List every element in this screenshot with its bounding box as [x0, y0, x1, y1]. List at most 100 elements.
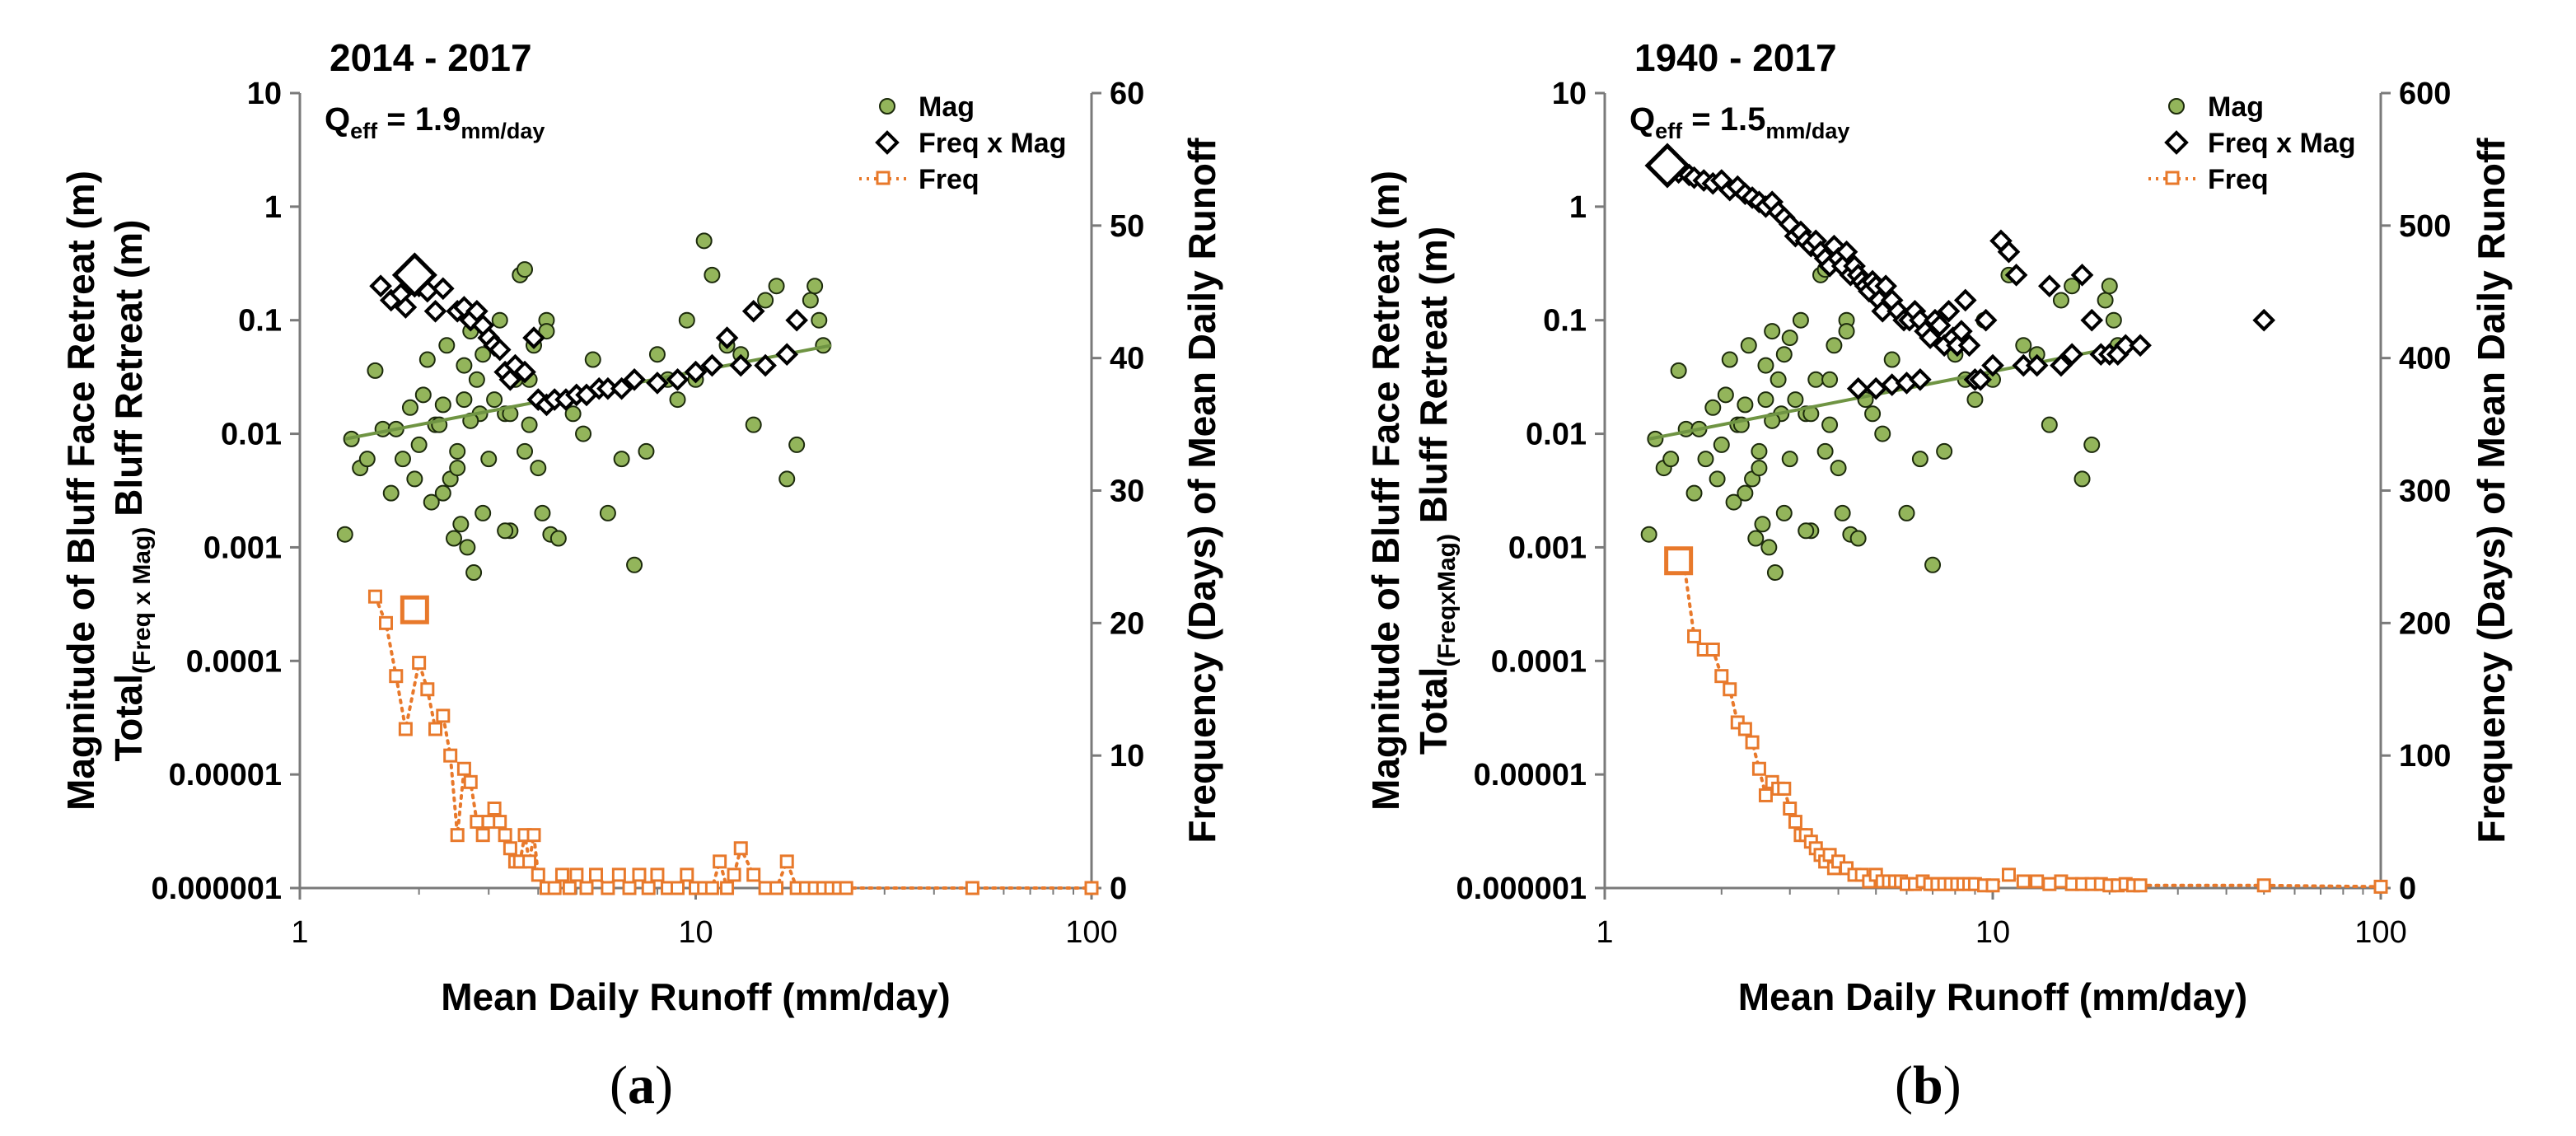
mag-point — [394, 451, 411, 468]
mag-trendline — [1648, 344, 2126, 441]
freq-point — [367, 589, 382, 604]
mag-point — [638, 442, 655, 460]
y-label-total-tail: Bluff Retreat (m) — [1412, 227, 1455, 534]
freq-point — [487, 802, 502, 816]
y2-tick-label: 40 — [1110, 342, 1144, 376]
y-tick-label: 0.0001 — [1491, 644, 1587, 679]
freq-series-line — [373, 595, 1093, 893]
fxm-point — [684, 360, 708, 384]
y-label-total-sub: (FreqxMag) — [1433, 534, 1461, 667]
fxm-point — [522, 326, 545, 349]
mag-point — [2073, 470, 2091, 488]
mag-point — [1883, 351, 1900, 368]
mag-point — [468, 371, 485, 388]
freq-point — [720, 881, 735, 895]
freq-point — [554, 867, 569, 882]
fxm-point — [488, 338, 512, 362]
mag-point — [1662, 451, 1680, 468]
mag-point — [456, 357, 473, 374]
y2-tick-label: 200 — [2399, 606, 2451, 641]
fxm-point — [785, 308, 808, 332]
mag-point — [806, 278, 824, 295]
qeff-annotation: Qeff = 1.5mm/day — [1629, 101, 1849, 143]
freq-point — [779, 854, 794, 869]
mag-point — [480, 451, 498, 468]
mag-point — [401, 399, 418, 416]
mag-point — [1737, 484, 1754, 502]
mag-point — [1821, 371, 1839, 388]
mag-point — [449, 460, 466, 477]
freq-peak-point — [400, 595, 429, 624]
freq-point — [650, 867, 665, 882]
freq-point — [1723, 682, 1737, 697]
fxm-point — [1969, 367, 1992, 391]
legend-fxm-label: Freq x Mag — [2208, 128, 2355, 159]
mag-point — [1640, 526, 1657, 543]
fxm-point — [1997, 240, 2021, 264]
mag-point — [695, 232, 713, 250]
legend-freq-marker — [2165, 171, 2180, 185]
chart-b: 1010.10.010.0010.00010.000010.0000016005… — [1364, 36, 2513, 1018]
mag-point — [788, 436, 806, 453]
freq-point — [2016, 874, 2031, 889]
mag-point — [811, 311, 828, 329]
legend-fxm-marker — [875, 130, 900, 155]
mag-point — [452, 516, 470, 533]
freq-point — [470, 815, 484, 830]
y2-tick-label: 30 — [1110, 475, 1144, 509]
mag-point — [2015, 337, 2032, 354]
qeff-sub: eff — [350, 119, 378, 143]
mag-point — [599, 504, 616, 521]
mag-point — [459, 539, 476, 556]
mag-point — [1787, 391, 1804, 409]
mag-point — [648, 346, 666, 363]
mag-point — [1821, 416, 1839, 433]
fxm-point — [1974, 308, 1998, 332]
mag-point — [1725, 493, 1742, 511]
qeff-unit: mm/day — [461, 119, 545, 143]
mag-point — [475, 504, 492, 521]
mag-point — [549, 530, 567, 547]
fxm-point — [754, 353, 777, 377]
y2-tick-label: 600 — [2399, 77, 2451, 111]
freq-point — [420, 682, 435, 697]
mag-point — [465, 564, 483, 582]
legend-freq-label: Freq — [919, 164, 979, 195]
mag-point — [1770, 371, 1787, 388]
fxm-point — [2050, 353, 2073, 377]
freq-point — [456, 761, 471, 776]
mag-point — [1781, 330, 1798, 347]
panel-label-a-letter: a — [627, 1055, 655, 1115]
x-tick-label: 10 — [1975, 915, 2010, 950]
y2-tick-label: 50 — [1110, 209, 1144, 244]
fxm-point — [1919, 326, 1942, 349]
mag-point — [1826, 337, 1843, 354]
qeff-main: Q — [1629, 101, 1655, 138]
y-label-total-sub: (Freq x Mag) — [129, 527, 156, 674]
x-tick-label: 100 — [1065, 915, 1117, 950]
y-tick-label: 0.000001 — [152, 872, 283, 906]
freq-point — [481, 815, 496, 830]
mag-point — [1924, 556, 1942, 573]
freq-point — [493, 815, 507, 830]
freq-point — [547, 881, 562, 895]
mag-point — [1807, 371, 1825, 388]
mag-point — [1685, 484, 1703, 502]
qeff-main: Q — [325, 101, 350, 138]
x-tick-label: 1 — [1596, 915, 1613, 950]
fxm-point — [1937, 299, 1961, 323]
mag-point — [517, 261, 534, 278]
freq-point — [1783, 802, 1798, 816]
mag-point — [418, 351, 436, 368]
y2-tick-label: 60 — [1110, 77, 1144, 111]
mag-point — [1717, 386, 1734, 404]
qeff-eq: = 1.9 — [377, 101, 461, 138]
freq-point — [1777, 781, 1792, 796]
fxm-point — [369, 274, 392, 298]
mag-point — [2105, 311, 2122, 329]
mag-point — [2064, 278, 2081, 295]
mag-point — [406, 470, 423, 488]
fxm-point — [610, 376, 633, 400]
fxm-point — [2037, 274, 2061, 298]
y-tick-label: 0.00001 — [169, 758, 282, 792]
